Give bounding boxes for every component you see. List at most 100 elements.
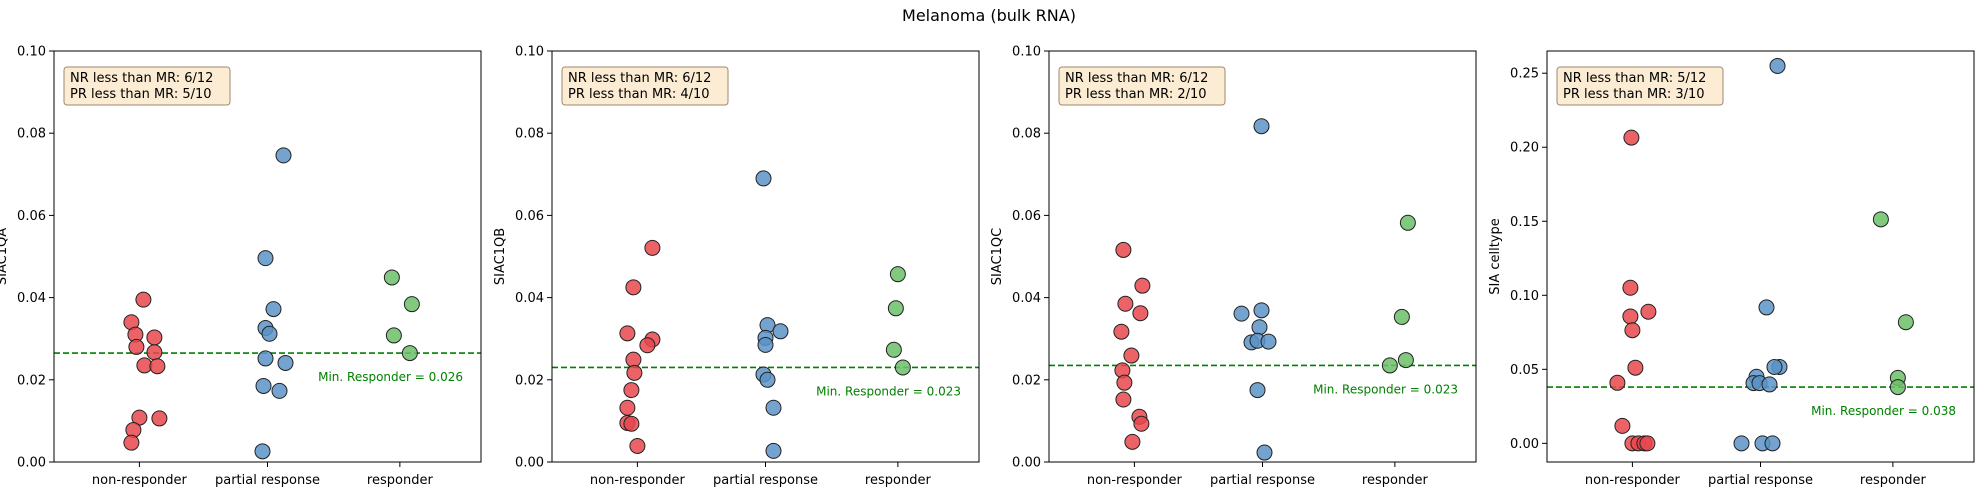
data-point-non-responder [1124, 433, 1141, 450]
y-tick-label: 0.25 [1510, 67, 1539, 82]
data-point-responder [1397, 352, 1414, 369]
annotation-box [561, 66, 729, 106]
data-point-non-responder [1622, 279, 1639, 296]
annotation-line: NR less than MR: 6/12 [1065, 71, 1208, 86]
data-point-non-responder [1640, 303, 1657, 320]
y-tick-label: 0.08 [1012, 127, 1041, 142]
data-point-partial-response [277, 354, 294, 371]
data-point-partial-response [265, 301, 282, 318]
data-point-partial-response [1260, 333, 1277, 350]
data-point-non-responder [1134, 277, 1151, 294]
data-point-responder [1399, 214, 1416, 231]
x-tick-label: responder [1362, 473, 1429, 488]
y-tick-label: 0.04 [1012, 291, 1041, 306]
data-point-non-responder [1609, 374, 1626, 391]
x-tick-label: partial response [713, 473, 818, 488]
data-point-non-responder [1117, 295, 1134, 312]
data-point-responder [385, 327, 402, 344]
y-tick-label: 0.06 [1012, 209, 1041, 224]
data-point-non-responder [1133, 415, 1150, 432]
data-point-non-responder [1624, 322, 1641, 339]
data-point-partial-response [261, 325, 278, 342]
data-point-partial-response [1256, 444, 1273, 461]
y-tick-label: 0.08 [17, 127, 46, 142]
x-tick-label: non-responder [92, 473, 188, 488]
y-axis-label: SIAC1QB [493, 228, 508, 285]
data-point-non-responder [623, 415, 640, 432]
data-point-partial-response [755, 170, 772, 187]
data-point-non-responder [1614, 417, 1631, 434]
data-point-responder [1393, 308, 1410, 325]
data-point-non-responder [629, 437, 646, 454]
data-point-non-responder [619, 325, 636, 342]
data-point-responder [887, 300, 904, 317]
min-responder-label: Min. Responder = 0.038 [1811, 404, 1956, 418]
data-point-non-responder [623, 382, 640, 399]
data-point-responder [1872, 211, 1889, 228]
data-point-non-responder [1113, 323, 1130, 340]
x-tick-label: responder [1860, 473, 1927, 488]
y-axis-label: SIAC1QA [0, 228, 10, 285]
data-point-responder [1889, 379, 1906, 396]
data-point-non-responder [146, 344, 163, 361]
min-responder-label: Min. Responder = 0.023 [1313, 382, 1458, 396]
annotation-box [1556, 66, 1724, 106]
annotation-line: NR less than MR: 6/12 [70, 71, 213, 86]
y-tick-label: 0.04 [17, 291, 46, 306]
y-axis-label: SIAC1QC [990, 228, 1005, 285]
data-point-partial-response [1769, 57, 1786, 74]
data-point-non-responder [639, 337, 656, 354]
y-tick-label: 0.15 [1510, 215, 1539, 230]
y-tick-label: 0.02 [17, 373, 46, 388]
data-point-partial-response [1253, 302, 1270, 319]
annotation-line: NR less than MR: 5/12 [1563, 71, 1706, 86]
min-responder-label: Min. Responder = 0.023 [816, 384, 961, 398]
data-point-responder [403, 296, 420, 313]
data-point-non-responder [1622, 308, 1639, 325]
data-point-partial-response [757, 336, 774, 353]
y-tick-label: 0.06 [515, 209, 544, 224]
x-tick-label: non-responder [1087, 473, 1183, 488]
data-point-non-responder [1639, 435, 1656, 452]
data-point-partial-response [1253, 118, 1270, 135]
data-point-partial-response [765, 442, 782, 459]
annotation-line: PR less than MR: 5/10 [70, 87, 212, 102]
data-point-partial-response [255, 377, 272, 394]
plot-frame [551, 50, 980, 463]
data-point-partial-response [254, 443, 271, 460]
annotation-box [1058, 66, 1226, 106]
data-point-partial-response [1233, 305, 1250, 322]
data-point-non-responder [128, 338, 145, 355]
annotation-line: PR less than MR: 4/10 [568, 87, 710, 102]
chart-panel-1: 0.00 0.02 0.04 0.06 0.08 0.10 non-responder par… [0, 45, 482, 488]
data-point-partial-response [1764, 435, 1781, 452]
data-point-partial-response [1761, 376, 1778, 393]
data-point-partial-response [271, 382, 288, 399]
data-point-responder [889, 266, 906, 283]
y-tick-label: 0.02 [515, 373, 544, 388]
data-point-non-responder [1115, 241, 1132, 258]
data-point-responder [383, 269, 400, 286]
data-point-non-responder [1115, 391, 1132, 408]
data-point-non-responder [149, 358, 166, 375]
y-tick-label: 0.06 [17, 209, 46, 224]
y-tick-label: 0.20 [1510, 141, 1539, 156]
data-point-partial-response [1249, 382, 1266, 399]
data-point-responder [1381, 357, 1398, 374]
y-tick-label: 0.00 [1510, 437, 1539, 452]
x-tick-label: responder [865, 473, 932, 488]
data-point-partial-response [772, 323, 789, 340]
y-tick-label: 0.08 [515, 127, 544, 142]
x-tick-label: partial response [215, 473, 320, 488]
min-responder-label: Min. Responder = 0.026 [318, 370, 463, 384]
y-tick-label: 0.00 [1012, 456, 1041, 471]
data-point-non-responder [123, 434, 140, 451]
data-point-partial-response [257, 350, 274, 367]
data-point-responder [401, 345, 418, 362]
annotation-line: NR less than MR: 6/12 [568, 71, 711, 86]
data-point-non-responder [1116, 374, 1133, 391]
chart-panel-4: 0.00 0.05 0.10 0.15 0.20 0.25 non-responder par… [1488, 50, 1975, 488]
y-tick-label: 0.04 [515, 291, 544, 306]
data-point-non-responder [151, 410, 168, 427]
